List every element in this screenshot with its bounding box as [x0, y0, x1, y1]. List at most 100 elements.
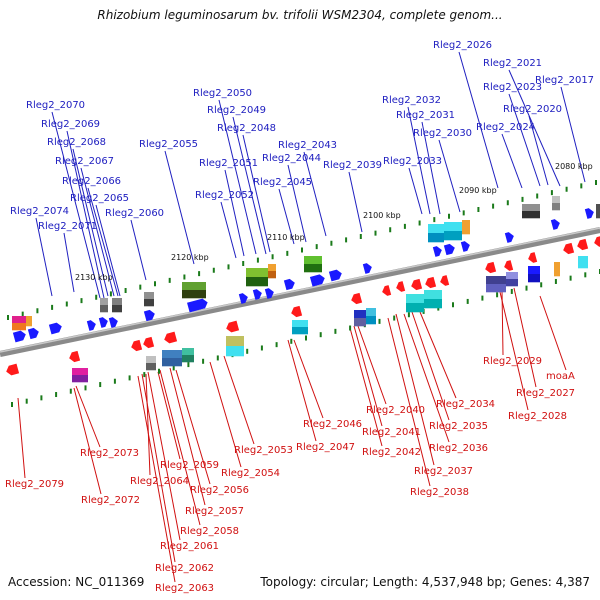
reverse-gene-label[interactable]: Rleg2_2063: [155, 583, 214, 594]
forward-gene-label[interactable]: Rleg2_2030: [413, 128, 472, 139]
reverse-gene-label[interactable]: Rleg2_2028: [508, 411, 567, 422]
reverse-gene-arrow[interactable]: [225, 320, 240, 334]
reverse-gene-label[interactable]: Rleg2_2059: [160, 460, 219, 471]
reverse-gene-label[interactable]: Rleg2_2054: [221, 468, 280, 479]
forward-gene-label[interactable]: Rleg2_2026: [433, 40, 492, 51]
forward-gene-arrow[interactable]: [460, 240, 471, 252]
reverse-gene-label[interactable]: Rleg2_2079: [5, 479, 64, 490]
forward-gene-label[interactable]: Rleg2_2024: [476, 122, 535, 133]
reverse-gene-label[interactable]: Rleg2_2042: [362, 447, 421, 458]
upper-tick: [345, 237, 348, 243]
forward-gene-label[interactable]: Rleg2_2020: [503, 104, 562, 115]
lower-tick: [69, 388, 72, 394]
forward-gene-arrow[interactable]: [584, 207, 595, 219]
forward-gene-label[interactable]: Rleg2_2065: [70, 193, 129, 204]
reverse-gene-label[interactable]: Rleg2_2061: [160, 541, 219, 552]
forward-gene-label[interactable]: Rleg2_2060: [105, 208, 164, 219]
reverse-gene-label[interactable]: Rleg2_2027: [516, 388, 575, 399]
reverse-gene-label[interactable]: Rleg2_2046: [303, 419, 362, 430]
forward-gene-label[interactable]: Rleg2_2021: [483, 58, 542, 69]
reverse-gene-label[interactable]: Rleg2_2062: [155, 563, 214, 574]
forward-gene-arrow[interactable]: [238, 292, 249, 304]
reverse-gene-arrow[interactable]: [290, 305, 303, 318]
reverse-gene-label[interactable]: Rleg2_2058: [180, 526, 239, 537]
reverse-gene-label[interactable]: Rleg2_2073: [80, 448, 139, 459]
reverse-gene-label[interactable]: Rleg2_2036: [429, 443, 488, 454]
forward-gene-label[interactable]: Rleg2_2069: [41, 119, 100, 130]
forward-gene-arrow[interactable]: [98, 316, 109, 328]
reverse-gene-label[interactable]: Rleg2_2072: [81, 495, 140, 506]
forward-gene-label[interactable]: Rleg2_2032: [382, 95, 441, 106]
forward-gene-arrow[interactable]: [328, 269, 343, 282]
forward-gene-label[interactable]: Rleg2_2071: [38, 221, 97, 232]
reverse-gene-label[interactable]: Rleg2_2037: [414, 466, 473, 477]
forward-gene-arrow[interactable]: [504, 231, 515, 243]
forward-gene-arrow[interactable]: [362, 262, 373, 274]
forward-gene-label[interactable]: Rleg2_2051: [199, 158, 258, 169]
forward-gene-arrow[interactable]: [252, 288, 263, 300]
forward-gene-arrow[interactable]: [309, 273, 326, 287]
forward-gene-arrow[interactable]: [550, 218, 561, 230]
reverse-gene-label[interactable]: Rleg2_2047: [296, 442, 355, 453]
forward-gene-arrow[interactable]: [108, 316, 119, 328]
reverse-gene-label[interactable]: Rleg2_2040: [366, 405, 425, 416]
reverse-gene-label[interactable]: moaA: [546, 371, 575, 382]
forward-gene-label[interactable]: Rleg2_2049: [207, 105, 266, 116]
reverse-gene-arrow[interactable]: [424, 276, 437, 289]
reverse-gene-arrow[interactable]: [381, 285, 392, 297]
forward-gene-arrow[interactable]: [48, 322, 63, 335]
reverse-gene-label[interactable]: Rleg2_2041: [362, 427, 421, 438]
forward-gene-label[interactable]: Rleg2_2017: [535, 75, 594, 86]
feature-block: [428, 233, 444, 243]
forward-gene-label[interactable]: Rleg2_2023: [483, 82, 542, 93]
forward-gene-label[interactable]: Rleg2_2074: [10, 206, 69, 217]
reverse-gene-label[interactable]: Rleg2_2056: [190, 485, 249, 496]
forward-gene-label[interactable]: Rleg2_2031: [396, 110, 455, 121]
forward-gene-label[interactable]: Rleg2_2050: [193, 88, 252, 99]
forward-gene-label[interactable]: Rleg2_2045: [253, 177, 312, 188]
reverse-gene-label[interactable]: Rleg2_2053: [234, 445, 293, 456]
forward-gene-arrow[interactable]: [187, 298, 209, 313]
forward-gene-label[interactable]: Rleg2_2070: [26, 100, 85, 111]
reverse-gene-arrow[interactable]: [593, 236, 600, 248]
reverse-gene-label[interactable]: Rleg2_2064: [130, 476, 189, 487]
reverse-gene-arrow[interactable]: [410, 278, 423, 291]
forward-gene-arrow[interactable]: [12, 330, 27, 343]
forward-gene-label[interactable]: Rleg2_2048: [217, 123, 276, 134]
forward-gene-label[interactable]: Rleg2_2033: [383, 156, 442, 167]
reverse-gene-arrow[interactable]: [395, 281, 406, 293]
forward-gene-arrow[interactable]: [443, 243, 456, 256]
reverse-gene-label[interactable]: Rleg2_2029: [483, 356, 542, 367]
reverse-gene-label[interactable]: Rleg2_2034: [436, 399, 495, 410]
forward-gene-label[interactable]: Rleg2_2043: [278, 140, 337, 151]
reverse-gene-arrow[interactable]: [527, 252, 538, 264]
forward-gene-label[interactable]: Rleg2_2067: [55, 156, 114, 167]
reverse-gene-arrow[interactable]: [130, 339, 143, 352]
forward-gene-label[interactable]: Rleg2_2044: [262, 153, 321, 164]
reverse-gene-label[interactable]: Rleg2_2035: [429, 421, 488, 432]
reverse-gene-arrow[interactable]: [562, 242, 575, 255]
reverse-gene-arrow[interactable]: [484, 261, 497, 274]
forward-gene-label[interactable]: Rleg2_2068: [47, 137, 106, 148]
reverse-gene-arrow[interactable]: [350, 292, 363, 305]
reverse-gene-arrow[interactable]: [68, 350, 81, 363]
forward-gene-arrow[interactable]: [432, 245, 443, 257]
reverse-gene-arrow[interactable]: [163, 331, 178, 345]
reverse-gene-arrow[interactable]: [439, 275, 450, 287]
reverse-gene-arrow[interactable]: [503, 260, 514, 272]
reverse-gene-arrow[interactable]: [576, 238, 589, 251]
forward-gene-label[interactable]: Rleg2_2055: [139, 139, 198, 150]
forward-gene-label[interactable]: Rleg2_2039: [323, 160, 382, 171]
forward-gene-arrow[interactable]: [283, 278, 296, 291]
forward-gene-arrow[interactable]: [143, 309, 156, 322]
reverse-gene-label[interactable]: Rleg2_2057: [185, 506, 244, 517]
reverse-gene-label[interactable]: Rleg2_2038: [410, 487, 469, 498]
lower-tick: [319, 332, 322, 338]
forward-gene-arrow[interactable]: [86, 319, 97, 331]
reverse-gene-arrow[interactable]: [5, 363, 20, 377]
reverse-gene-arrow[interactable]: [142, 336, 155, 349]
forward-gene-arrow[interactable]: [264, 287, 275, 299]
forward-gene-label[interactable]: Rleg2_2052: [195, 190, 254, 201]
forward-gene-label[interactable]: Rleg2_2066: [62, 176, 121, 187]
forward-gene-arrow[interactable]: [27, 327, 40, 340]
